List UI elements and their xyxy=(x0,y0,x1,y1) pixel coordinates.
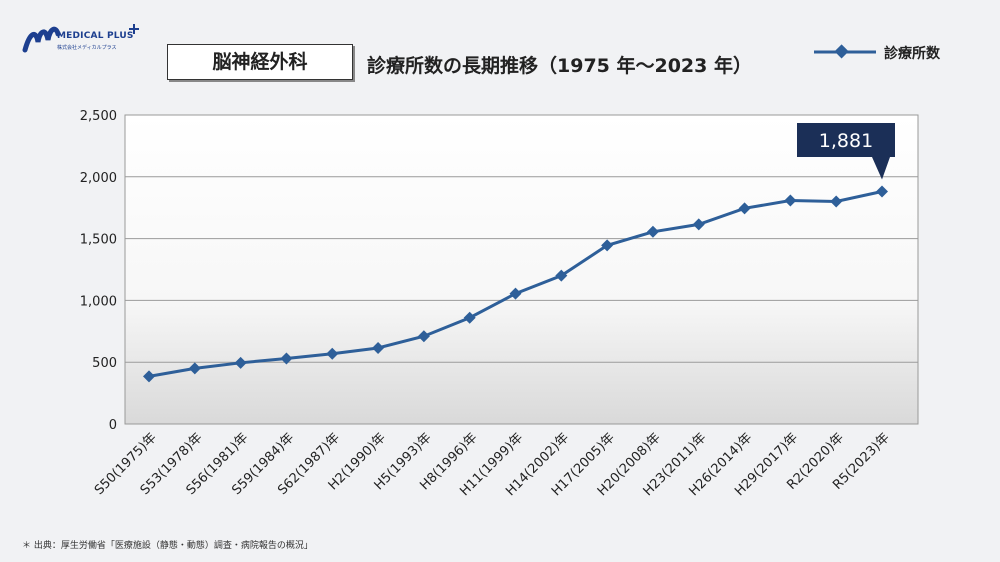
legend-marker xyxy=(814,44,876,59)
chart-title: 診療所数の長期推移（1975 年～2023 年） xyxy=(367,55,752,77)
brand-subname: 株式会社メディカルプラス xyxy=(57,45,117,51)
legend-label: 診療所数 xyxy=(884,46,940,62)
data-point xyxy=(784,194,797,207)
data-point xyxy=(463,311,476,324)
medical-plus-logo xyxy=(22,24,139,53)
y-tick-label: 2,500 xyxy=(80,109,117,124)
data-point xyxy=(601,239,614,252)
data-point xyxy=(326,347,339,360)
brand-name: MEDICAL PLUS xyxy=(57,31,134,41)
y-tick-label: 0 xyxy=(109,418,117,433)
y-tick-label: 1,000 xyxy=(80,294,117,309)
source-note: ＊ 出典：厚生労働省「医療施設（静態・動態）調査・病院報告の概況」 xyxy=(22,541,313,551)
data-point xyxy=(372,341,385,354)
y-tick-label: 2,000 xyxy=(80,171,117,186)
y-tick-label: 1,500 xyxy=(80,233,117,248)
data-point xyxy=(280,352,293,365)
y-tick-label: 500 xyxy=(92,356,117,371)
data-point xyxy=(417,330,430,343)
data-point xyxy=(738,202,751,215)
data-point xyxy=(188,362,201,375)
data-point xyxy=(555,269,568,282)
data-point xyxy=(830,195,843,208)
callout-label: 1,881 xyxy=(819,130,873,152)
data-point xyxy=(692,218,705,231)
department-label: 脳神経外科 xyxy=(167,44,353,80)
data-point xyxy=(876,185,888,198)
data-point xyxy=(509,287,522,300)
callout-box xyxy=(797,123,895,180)
data-point xyxy=(646,225,659,238)
plot-area xyxy=(124,114,919,425)
data-point xyxy=(143,370,155,383)
data-point xyxy=(234,356,247,369)
